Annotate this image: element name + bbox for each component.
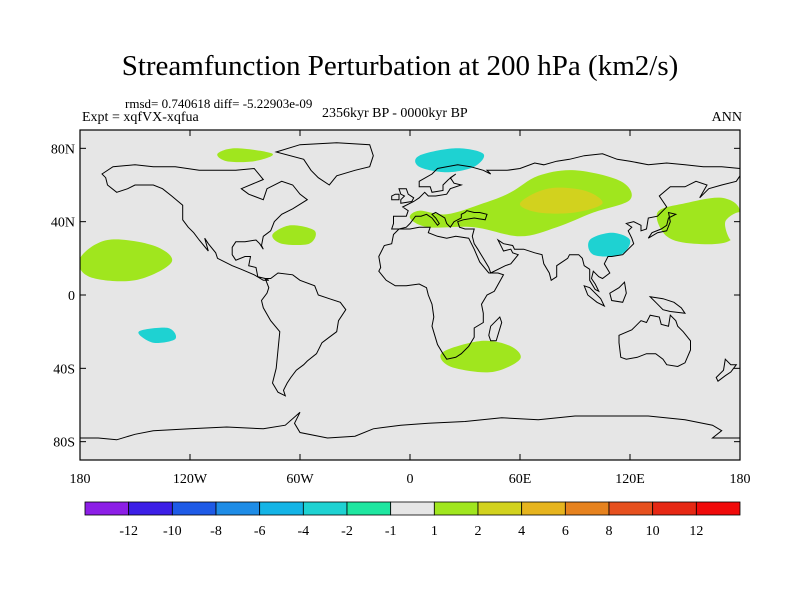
- x-axis: 180 120W 60W 0 60E 120E 180: [70, 130, 751, 487]
- colorbar-label: 10: [646, 524, 660, 539]
- y-tick-label: 80N: [51, 142, 75, 157]
- map-panel: 180 120W 60W 0 60E 120E 180 80N 40N 0 40S 80S: [51, 129, 751, 487]
- anomaly-north-atlantic-eurasia-negative: [106, 147, 511, 219]
- coast-north-america: [101, 164, 309, 281]
- colorbar-box: [477, 501, 523, 516]
- colorbar-box: [84, 501, 130, 516]
- colorbar-label: 6: [562, 524, 569, 539]
- chart-title: Streamfunction Perturbation at 200 hPa (…: [121, 50, 679, 82]
- x-tick-label: 60E: [509, 472, 532, 487]
- coast-antarctica: [80, 411, 740, 441]
- y-tick-label: 0: [68, 289, 75, 304]
- y-axis: 80N 40N 0 40S 80S: [51, 142, 740, 451]
- x-tick-label: 0: [407, 472, 414, 487]
- x-tick-label: 180: [70, 472, 91, 487]
- season-label: ANN: [711, 110, 742, 125]
- colorbar-label: -10: [163, 524, 182, 539]
- colorbar-label: -4: [297, 524, 309, 539]
- colorbar-box: [390, 501, 435, 516]
- colorbar-label: 2: [475, 524, 482, 539]
- colorbar-box: [564, 501, 610, 516]
- x-tick-label: 60W: [286, 472, 314, 487]
- x-tick-label: 180: [730, 472, 751, 487]
- anomaly-southern-africa-positive: [440, 340, 521, 373]
- anomaly-south-pacific-core-negative: [138, 327, 177, 344]
- coast-greenland: [274, 142, 374, 186]
- coast-japan: [647, 211, 678, 239]
- experiment-label: Expt = xqfVX-xqfua: [82, 110, 199, 125]
- colorbar-box: [652, 501, 697, 516]
- colorbar-box: [302, 501, 348, 516]
- y-tick-label: 80S: [53, 436, 75, 451]
- colorbar-label: 4: [518, 524, 525, 539]
- coast-new-guinea: [648, 296, 687, 314]
- coast-south-america: [260, 272, 347, 397]
- colorbar-box: [215, 501, 261, 516]
- colorbar-box: [346, 501, 392, 516]
- colorbar-box: [695, 501, 741, 516]
- y-tick-label: 40N: [51, 216, 75, 231]
- coast-borneo: [609, 281, 627, 303]
- colorbar-box: [433, 501, 479, 516]
- colorbar-label: -2: [341, 524, 353, 539]
- coast-britain: [398, 188, 415, 204]
- colorbar: -12 -10 -8 -6 -4 -2 -1 1 2 4 6 8 10 12: [84, 501, 741, 539]
- anomaly-north-africa-negative: [396, 241, 488, 270]
- x-tick-label: 120W: [173, 472, 208, 487]
- colorbar-label: 12: [689, 524, 703, 539]
- coast-africa: [378, 226, 505, 360]
- colorbar-label: -8: [210, 524, 222, 539]
- coastlines: [80, 142, 740, 441]
- colorbar-label: -6: [254, 524, 266, 539]
- anomaly-north-pacific-positive: [656, 197, 740, 245]
- colorbar-box: [608, 501, 654, 516]
- colorbar-label: 1: [431, 524, 438, 539]
- colorbar-box: [171, 501, 217, 516]
- anomaly-arctic-canada-positive: [217, 148, 273, 163]
- colorbar-box: [521, 501, 566, 516]
- period-label: 2356kyr BP - 0000kyr BP: [322, 106, 468, 121]
- stats-text: rmsd= 0.740618 diff= -5.22903e-09: [125, 96, 313, 111]
- colorbar-box: [259, 501, 304, 516]
- colorbar-label: 8: [606, 524, 613, 539]
- anomaly-east-asia-core-negative: [588, 232, 631, 257]
- colorbar-label: -12: [119, 524, 138, 539]
- coast-australia: [618, 314, 691, 368]
- x-tick-label: 120E: [615, 472, 645, 487]
- colorbar-box: [128, 501, 173, 516]
- coast-eurasia: [391, 153, 740, 293]
- colorbar-label: -1: [385, 524, 397, 539]
- coast-ireland: [391, 193, 400, 201]
- anomaly-north-atlantic-subtropical-positive: [272, 225, 316, 246]
- coast-new-zealand: [715, 358, 738, 382]
- anomaly-east-pacific-edge-negative: [725, 212, 740, 241]
- coast-madagascar: [488, 316, 503, 342]
- y-tick-label: 40S: [53, 362, 75, 377]
- coast-sumatra: [583, 284, 606, 308]
- anomaly-central-asia-core-positive: [519, 187, 603, 214]
- anomaly-north-pacific-west-negative: [80, 212, 140, 241]
- anomaly-central-pacific-positive: [80, 239, 173, 282]
